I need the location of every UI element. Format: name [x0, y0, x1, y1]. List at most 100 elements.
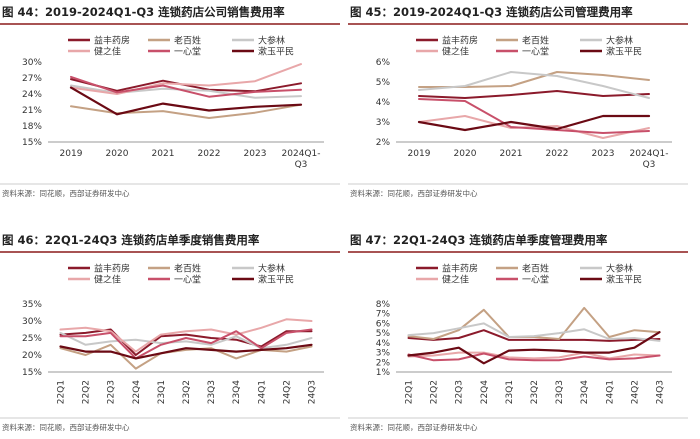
x-tick-label: 24Q2 [630, 380, 640, 404]
legend-label: 大参林 [606, 263, 633, 275]
y-tick-label: 6% [376, 319, 391, 329]
legend-item: 一心堂 [496, 46, 549, 58]
x-tick-label: 24Q1 [257, 380, 267, 404]
legend-item: 一心堂 [148, 274, 201, 286]
series-line [70, 63, 302, 95]
series-line [59, 318, 313, 353]
x-tick-label: 22Q4 [480, 380, 490, 405]
x-tick-label: 2019 [60, 149, 83, 159]
series-line [417, 114, 651, 132]
y-tick-label: 1% [376, 368, 391, 378]
x-tick-label: 2019 [408, 149, 431, 159]
x-tick-label: 23Q3 [207, 380, 217, 404]
legend-item: 大参林 [580, 35, 633, 47]
legend-item: 漱玉平民 [580, 275, 642, 286]
x-tick-label: 22Q1 [405, 380, 415, 404]
y-tick-label: 2% [376, 138, 391, 148]
legend-label: 益丰药房 [94, 263, 130, 275]
x-tick-label: 24Q2 [282, 380, 292, 404]
y-tick-label: 4% [376, 98, 391, 108]
chart-fig44: 图 44：2019-2024Q1-Q3 连锁药店公司销售费用率 益丰药房 老百姓 大参… [0, 0, 340, 210]
chart-fig46: 图 46：22Q1-24Q3 连锁药店单季度销售费用率 益丰药房 老百姓 大参林 健之佳… [0, 228, 340, 438]
x-tick-label: 2020 [106, 149, 129, 159]
series-line [69, 86, 303, 116]
y-tick-label: 4% [376, 339, 391, 349]
legend-label: 老百姓 [522, 263, 549, 275]
chart-title: 图 46：22Q1-24Q3 连锁药店单季度销售费用率 [2, 233, 260, 247]
legend-label: 漱玉平民 [606, 275, 642, 286]
y-tick-label: 7% [376, 310, 391, 320]
x-tick-label: 22Q4 [132, 380, 142, 405]
chart-fig45: 图 45：2019-2024Q1-Q3 连锁药店公司管理费用率益丰药房 老百姓 大参… [348, 0, 688, 210]
chart-title: 图 45：2019-2024Q1-Q3 连锁药店公司管理费用率 [350, 5, 633, 19]
legend-label: 健之佳 [442, 46, 469, 58]
legend-item: 老百姓 [496, 35, 549, 47]
legend-item: 健之佳 [68, 46, 121, 58]
x-tick-label: 23Q4 [580, 380, 590, 405]
legend-item: 大参林 [232, 35, 285, 47]
series-line [407, 322, 661, 342]
x-tick-label: 23Q4 [232, 380, 242, 405]
x-tick-label: 22Q1 [57, 380, 67, 404]
x-tick-label: 23Q3 [555, 380, 565, 404]
source-note: 资料来源：同花顺，西部证券研发中心 [2, 422, 130, 432]
y-tick-label: 5% [376, 78, 391, 88]
legend-label: 漱玉平民 [258, 47, 294, 58]
legend-item: 老百姓 [148, 35, 201, 47]
y-tick-label: 18% [22, 122, 42, 132]
x-tick-label: 22Q2 [430, 380, 440, 404]
y-tick-label: 21% [22, 106, 42, 116]
x-tick-label: 23Q2 [182, 380, 192, 404]
legend-item: 健之佳 [68, 274, 121, 286]
legend-label: 一心堂 [522, 46, 549, 58]
series-line [59, 343, 313, 370]
x-tick-label: 23Q1 [157, 380, 167, 404]
legend-label: 老百姓 [522, 35, 549, 47]
x-tick-label: 2022 [546, 149, 569, 159]
legend-label: 健之佳 [442, 274, 469, 286]
y-tick-label: 24% [22, 90, 42, 100]
x-tick-label: 2021 [500, 149, 523, 159]
chart-title: 图 47：22Q1-24Q3 连锁药店单季度管理费用率 [350, 233, 608, 247]
x-tick-label: 22Q3 [455, 380, 465, 404]
legend-label: 益丰药房 [442, 35, 478, 47]
series-line [59, 331, 313, 350]
legend-label: 健之佳 [94, 46, 121, 58]
x-tick-label: 2023 [592, 149, 615, 159]
series-line [70, 75, 302, 98]
series-line [70, 103, 302, 119]
legend-label: 大参林 [606, 35, 633, 47]
legend-label: 一心堂 [174, 274, 201, 286]
legend-item: 漱玉平民 [232, 47, 294, 58]
y-tick-label: 30% [22, 317, 42, 327]
legend-item: 老百姓 [148, 263, 201, 275]
y-tick-label: 2% [376, 358, 391, 368]
series-line [407, 329, 661, 342]
legend-label: 漱玉平民 [606, 47, 642, 58]
legend-item: 益丰药房 [68, 263, 130, 275]
series-line [59, 343, 313, 360]
legend-label: 益丰药房 [442, 263, 478, 275]
x-tick-label: 2023 [244, 149, 267, 159]
y-tick-label: 3% [376, 349, 391, 359]
y-tick-label: 15% [22, 368, 42, 378]
legend-label: 健之佳 [94, 274, 121, 286]
legend-label: 一心堂 [174, 46, 201, 58]
x-tick-label: 2021 [152, 149, 175, 159]
y-tick-label: 6% [376, 58, 391, 68]
series-line [418, 115, 650, 139]
chart-title: 图 44：2019-2024Q1-Q3 连锁药店公司销售费用率 [2, 5, 285, 19]
y-tick-label: 27% [22, 74, 42, 84]
source-note: 资料来源：同花顺，西部证券研发中心 [350, 188, 478, 198]
legend-item: 老百姓 [496, 263, 549, 275]
series-line [70, 84, 302, 99]
x-tick-label: 24Q3 [307, 380, 317, 404]
y-tick-label: 5% [376, 329, 391, 339]
x-tick-label: 2020 [454, 149, 477, 159]
x-tick-label: 24Q3 [655, 380, 665, 404]
source-note: 资料来源：同花顺，西部证券研发中心 [2, 188, 130, 198]
